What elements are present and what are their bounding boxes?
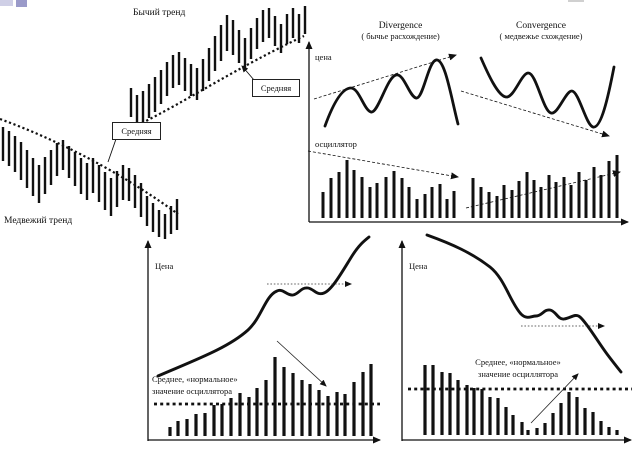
bottom-right-panel <box>398 233 632 444</box>
bull-candles <box>129 6 307 124</box>
br-diagonal-arrow <box>530 373 579 424</box>
average-callout-bear-label: Средняя <box>121 126 152 136</box>
average-callout-bear: Средняя <box>112 122 161 140</box>
bl-diagonal-arrow <box>276 340 327 387</box>
bull-callout-arrow <box>241 65 255 81</box>
bear-callout-leader <box>107 138 117 163</box>
oscillator-left-bars <box>321 160 456 218</box>
convergence-heading: Convergence ( медвежье схождение) <box>480 21 602 41</box>
br-normal-value-label: Среднее, «нормальное» значение осциллято… <box>460 357 576 380</box>
bull-trend-chart <box>129 6 307 124</box>
average-callout-bull: Средняя <box>252 79 300 97</box>
divergence-panel <box>305 41 629 226</box>
convergence-subtitle: ( медвежье схождение) <box>499 31 583 41</box>
divergence-heading: Divergence ( бычье расхождение) <box>338 21 463 41</box>
tr-oscillator-axis-label: осциллятор <box>315 139 357 149</box>
br-price-axis-label: Цена <box>409 261 428 271</box>
convergence-title: Convergence <box>516 21 566 31</box>
oscillator-right-trend-arrow <box>465 170 621 209</box>
corner-artifact-light <box>0 0 13 6</box>
bear-trend-label: Медвежий тренд <box>4 216 73 226</box>
br-oscillator-bars <box>423 365 619 435</box>
average-callout-bull-label: Средняя <box>260 83 292 93</box>
divergence-title: Divergence <box>378 21 423 31</box>
br-normal-value-line2: значение осциллятора <box>478 368 558 379</box>
bl-normal-value-line1: Среднее, «нормальное» <box>152 374 238 384</box>
bl-price-curve <box>156 235 371 378</box>
bull-trend-label: Бычий тренд <box>133 8 186 18</box>
oscillator-right-bars <box>471 155 619 218</box>
bl-normal-value-line2: значение осциллятора <box>152 385 232 396</box>
top-edge-artifact <box>568 0 584 2</box>
bl-price-axis-label: Цена <box>155 261 174 271</box>
bear-trend-chart <box>0 117 179 239</box>
tr-price-axis-label: цена <box>315 52 332 62</box>
corner-artifact-dark <box>16 0 27 7</box>
bl-oscillator-bars <box>168 357 373 436</box>
oscillator-left-trend-arrow <box>307 150 459 180</box>
convergence-price-curve <box>479 56 616 129</box>
divergence-price-curve <box>323 58 460 128</box>
bear-candles <box>1 127 179 239</box>
br-price-curve <box>425 233 623 374</box>
convergence-trend-arrow <box>460 90 610 138</box>
divergence-subtitle: ( бычье расхождение) <box>361 31 440 41</box>
br-normal-value-line1: Среднее, «нормальное» <box>475 357 561 367</box>
bl-normal-value-label: Среднее, «нормальное» значение осциллято… <box>152 374 238 397</box>
bottom-left-panel <box>144 235 381 444</box>
